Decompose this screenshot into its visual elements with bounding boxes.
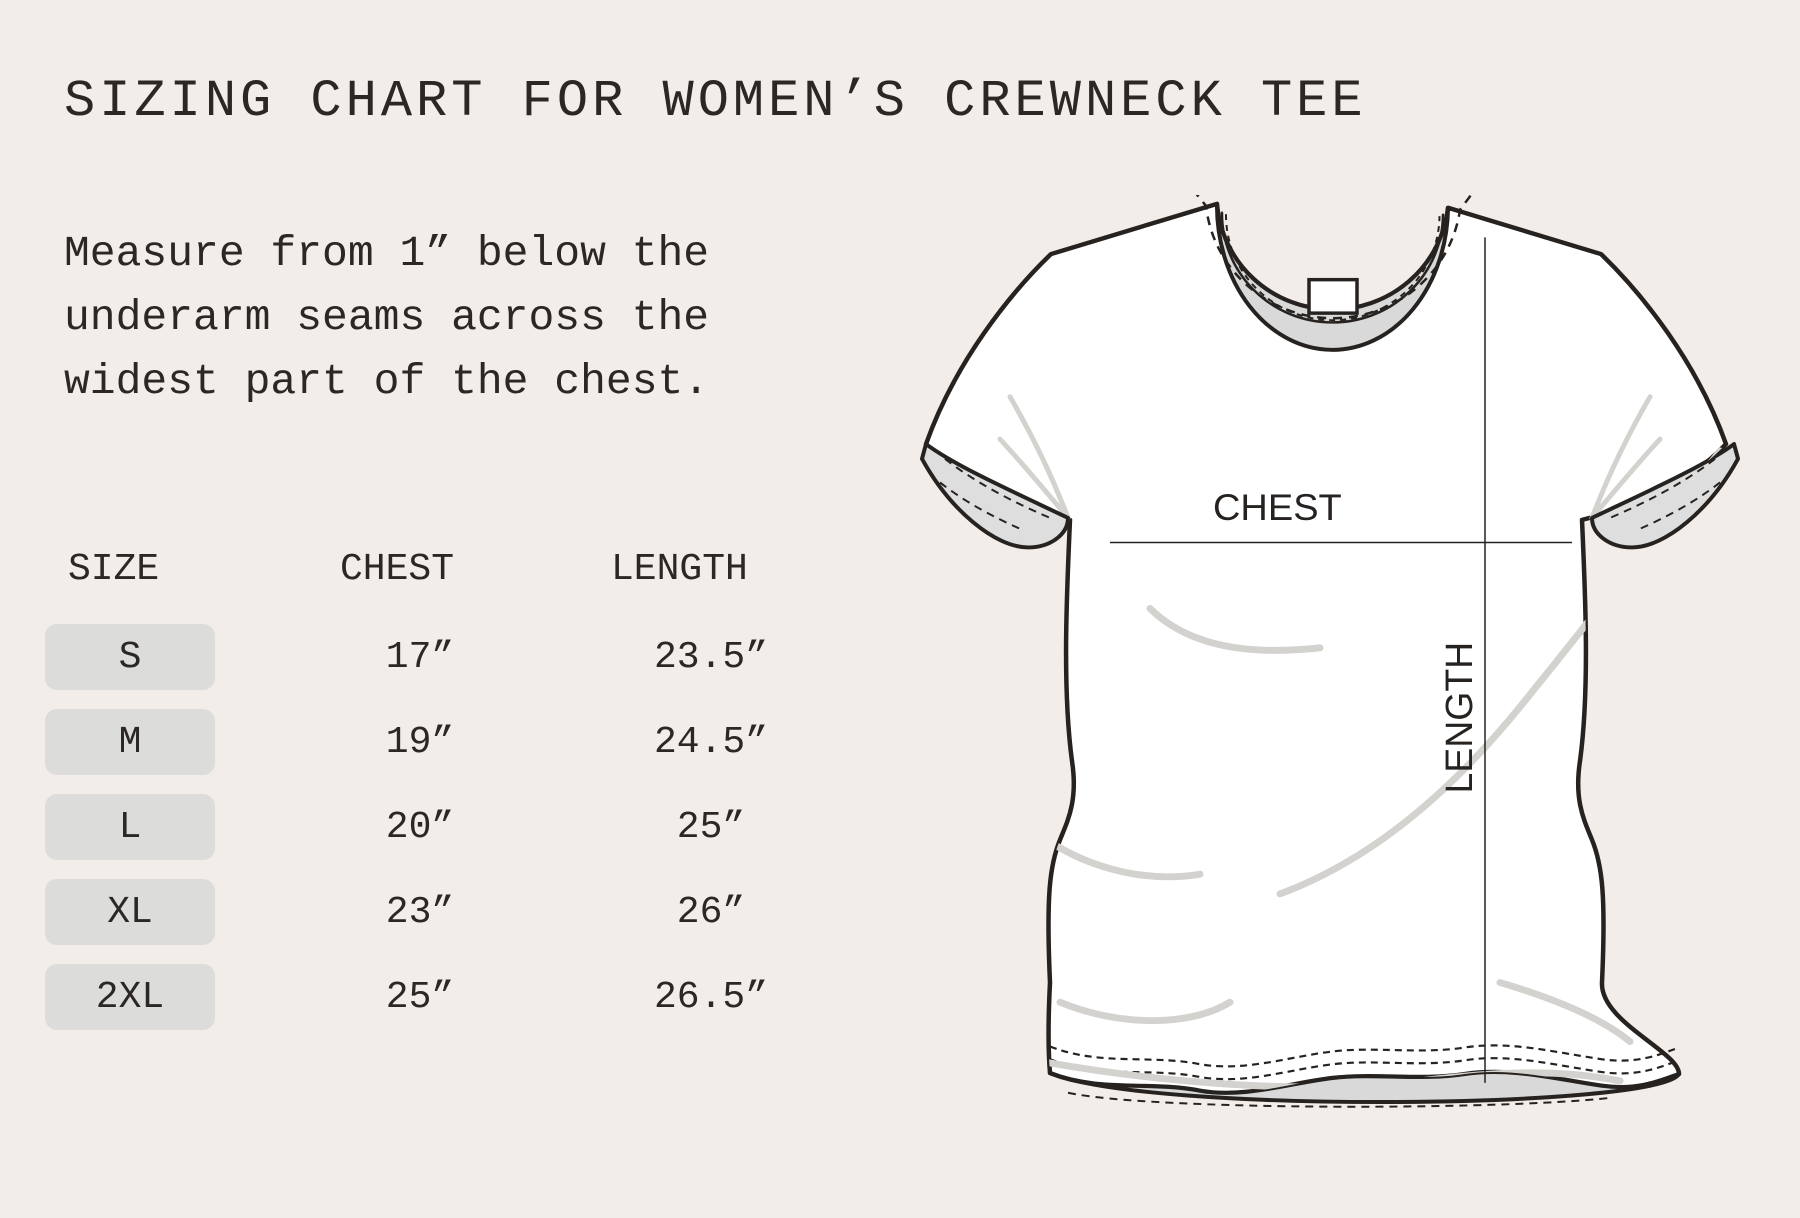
svg-text:CHEST: CHEST [1213,486,1342,528]
svg-text:LENGTH: LENGTH [1438,642,1480,794]
